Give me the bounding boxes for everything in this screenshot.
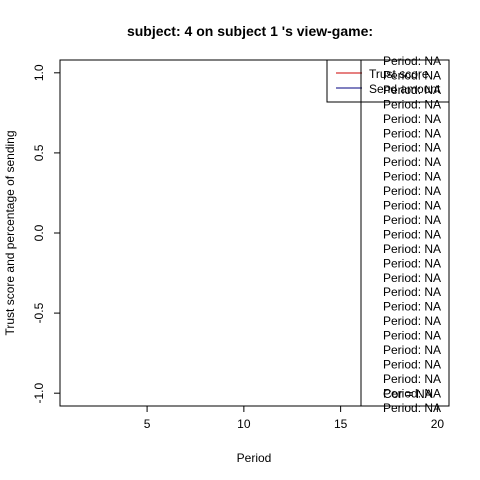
x-tick-label: 10 [237,417,251,431]
x-tick-label: 5 [144,417,151,431]
period-entry: Period: NA [383,184,441,198]
period-entry: Period: NA [383,126,441,140]
chart-title: subject: 4 on subject 1 's view-game: [127,23,373,39]
period-entry: Period: NA [383,357,441,371]
period-entry: Period: NA [383,285,441,299]
y-tick-label: 0.5 [32,144,46,161]
x-axis-label: Period [237,451,272,465]
period-entry: Period: NA [383,54,441,68]
y-tick-label: 0.0 [32,224,46,241]
period-entry: Period: NA [383,83,441,97]
y-axis-label: Trust score and percentage of sending [3,130,17,335]
y-tick-label: 1.0 [32,64,46,81]
period-entry: Period: NA [383,97,441,111]
period-entry: Period: NA [383,401,441,415]
period-entry: Period: NA [383,112,441,126]
period-entry: Period: NA [383,271,441,285]
period-entry: Period: NA [383,256,441,270]
period-entry: Period: NA [383,343,441,357]
y-tick-label: -0.5 [32,302,46,323]
period-entry: Period: NA [383,227,441,241]
period-entry: Period: NA [383,68,441,82]
period-entry: Period: NA [383,329,441,343]
period-entry: Period: NA [383,314,441,328]
period-entry: Period: NA [383,170,441,184]
correlation-label: Cor = NA [383,387,433,401]
x-tick-label: 15 [334,417,348,431]
period-entry: Period: NA [383,155,441,169]
period-entry: Period: NA [383,141,441,155]
y-axis: -1.0 -0.5 0.0 0.5 1.0 [32,64,60,403]
period-entry: Period: NA [383,242,441,256]
period-entry: Period: NA [383,199,441,213]
period-entry: Period: NA [383,213,441,227]
y-tick-label: -1.0 [32,383,46,404]
x-tick-label: 20 [431,417,445,431]
period-entry: Period: NA [383,372,441,386]
period-entry: Period: NA [383,300,441,314]
